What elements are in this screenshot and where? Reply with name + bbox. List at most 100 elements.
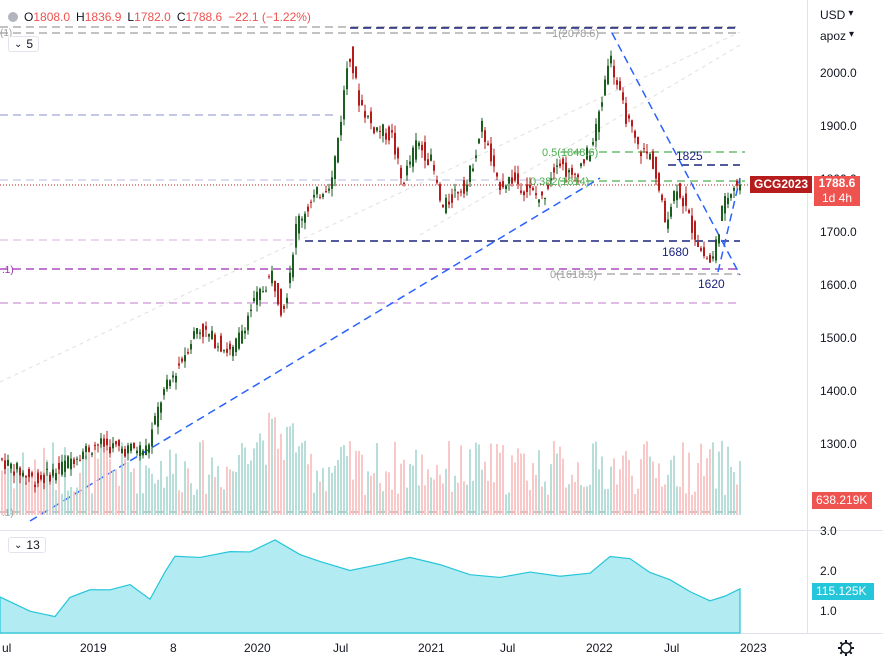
candle-body [529, 184, 531, 188]
candle-body [295, 223, 297, 248]
volume-bar [121, 442, 123, 515]
settings-gear-icon[interactable] [838, 640, 854, 656]
volume-bar [454, 475, 456, 515]
candle-body [640, 152, 642, 157]
candle-body [670, 206, 672, 217]
candle-body [148, 444, 150, 453]
currency-selector[interactable]: USD ▾ [820, 8, 854, 22]
volume-bar [364, 494, 366, 515]
candle-body [697, 242, 699, 247]
candle-body [199, 332, 201, 334]
volume-bar [622, 455, 624, 515]
candle-body [157, 406, 159, 427]
symbol-tag: GCG2023 [750, 176, 813, 193]
volume-bar [721, 440, 723, 515]
candle-body [409, 161, 411, 165]
candle-body [340, 121, 342, 136]
candle-body [451, 194, 453, 203]
candle-body [556, 165, 558, 167]
symbol-circle-icon[interactable] [8, 12, 18, 22]
volume-bar [16, 464, 18, 515]
candle-body [355, 66, 357, 78]
candle-body [181, 358, 183, 362]
candle-body [520, 190, 522, 193]
volume-bar [208, 474, 210, 515]
volume-bar [532, 463, 534, 515]
candle-body [28, 468, 30, 478]
volume-bar [442, 483, 444, 515]
volume-bar [400, 463, 402, 515]
volume-bar [733, 472, 735, 515]
candle-body [427, 159, 429, 166]
collapse-chevron-icon[interactable]: ⌄ [14, 539, 23, 551]
candle-body [205, 326, 207, 330]
volume-bar [262, 440, 264, 515]
candle-body [538, 199, 540, 203]
volume-bar [13, 488, 15, 515]
volume-bar [613, 458, 615, 515]
volume-bar [334, 465, 336, 515]
volume-bar [511, 455, 513, 515]
volume-bar [247, 464, 249, 515]
volume-bar [382, 491, 384, 515]
collapse-chevron-icon[interactable]: ⌄ [14, 38, 23, 50]
price-tick: 1400.0 [820, 384, 857, 398]
volume-bar [157, 479, 159, 515]
volume-bar [523, 453, 525, 515]
price-tick: 2000.0 [820, 66, 857, 80]
volume-bar [712, 442, 714, 515]
candle-body [220, 335, 222, 352]
lower-indicator-period: 13 [26, 538, 40, 552]
volume-bar [328, 466, 330, 515]
volume-bar [568, 484, 570, 515]
candle-body [703, 247, 705, 257]
volume-bar [433, 479, 435, 515]
candle-body [358, 90, 360, 106]
volume-bar [319, 481, 321, 515]
volume-bar [367, 471, 369, 515]
chevron-down-icon: ▾ [848, 8, 854, 19]
lower-indicator-legend[interactable]: ⌄ 13 [8, 537, 46, 553]
volume-bar [223, 489, 225, 515]
candle-body [373, 127, 375, 134]
candle-body [277, 283, 279, 305]
volume-bar [4, 472, 6, 515]
candle-body [625, 103, 627, 124]
fib-mid-label: 0.5(1848.6) [542, 147, 598, 159]
candle-body [115, 441, 117, 445]
candle-body [328, 188, 330, 191]
candle-body [31, 472, 33, 476]
last-price: 1788.6 [818, 176, 856, 190]
candle-body [646, 151, 648, 154]
volume-bar [109, 459, 111, 515]
candle-body [592, 142, 594, 145]
volume-indicator-legend[interactable]: ⌄ 5 [8, 36, 40, 52]
volume-bar [280, 433, 282, 515]
volume-bar [379, 483, 381, 515]
candle-body [685, 193, 687, 206]
candle-body [505, 185, 507, 189]
time-label: 2023 [740, 641, 767, 655]
volume-bar [139, 445, 141, 515]
candle-body [145, 445, 147, 456]
candle-body [190, 344, 192, 350]
candle-body [598, 111, 600, 133]
scale-mode-selector[interactable]: apoz ▾ [820, 29, 855, 43]
volume-bar [529, 489, 531, 515]
volume-bar [337, 459, 339, 515]
volume-bar [676, 486, 678, 515]
volume-bar [601, 456, 603, 515]
volume-bar [97, 458, 99, 515]
candle-body [250, 309, 252, 312]
candle-body [253, 298, 255, 302]
candle-body [61, 461, 63, 475]
candle-body [493, 155, 495, 167]
candle-body [565, 162, 567, 177]
candle-body [346, 68, 348, 90]
candle-body [709, 255, 711, 263]
candle-body [16, 463, 18, 470]
candle-body [286, 297, 288, 304]
candle-body [349, 59, 351, 63]
candle-body [91, 453, 93, 455]
